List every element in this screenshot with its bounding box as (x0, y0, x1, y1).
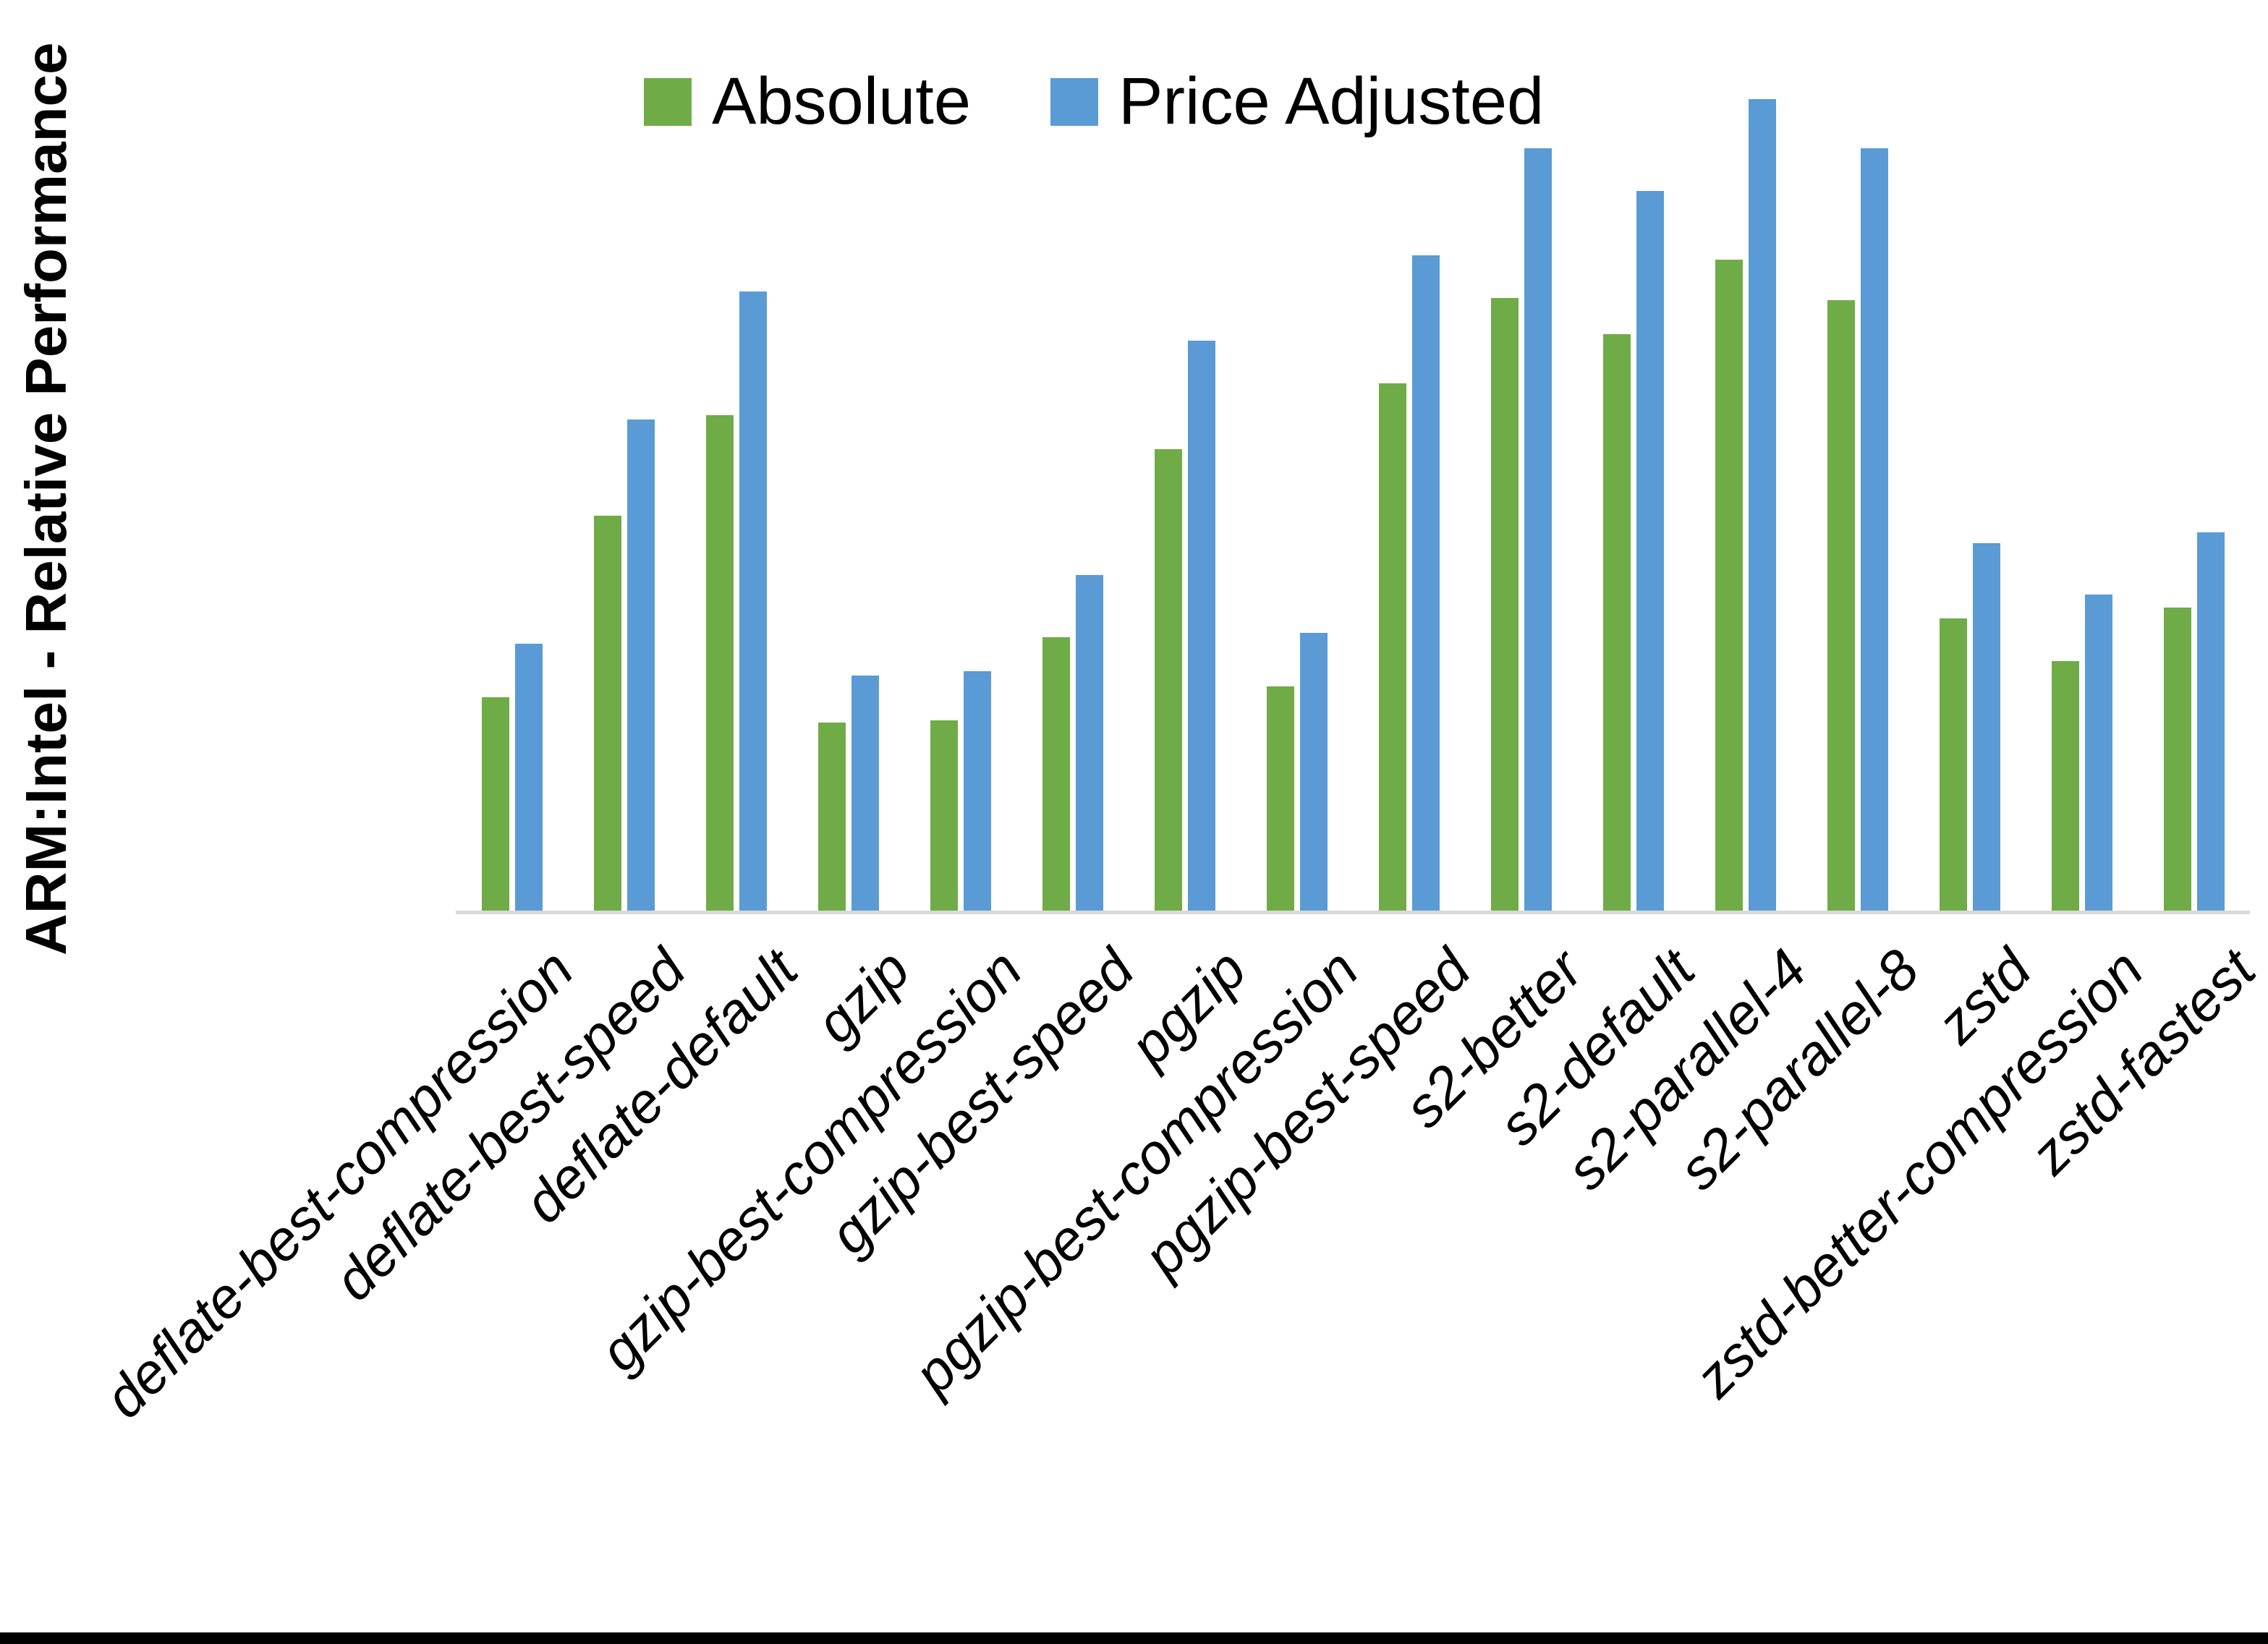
bar-price-adjusted (2084, 595, 2112, 911)
bar-price-adjusted (514, 643, 543, 911)
legend-label-absolute: Absolute (712, 64, 972, 138)
bar-absolute (1939, 618, 1967, 911)
bar-group (1689, 56, 1801, 911)
bar-group (1129, 56, 1241, 911)
bar-absolute (1715, 259, 1743, 911)
bar-absolute (481, 697, 509, 911)
bar-absolute (705, 415, 734, 911)
bar-absolute (1042, 637, 1070, 911)
bar-absolute (930, 720, 958, 911)
bar-price-adjusted (1299, 633, 1328, 911)
legend-swatch-price-adjusted (1050, 77, 1099, 126)
bar-price-adjusted (1411, 255, 1440, 911)
bar-absolute (1266, 686, 1294, 911)
bar-group (568, 56, 680, 911)
bar-absolute (2163, 607, 2191, 911)
bar-price-adjusted (1748, 99, 1776, 911)
bar-price-adjusted (1187, 340, 1215, 911)
x-axis-line (456, 911, 2250, 914)
bar-price-adjusted (2196, 532, 2225, 911)
plot-area (456, 56, 2250, 911)
bar-group (1577, 56, 1689, 911)
legend-swatch-absolute (644, 77, 692, 126)
bar-price-adjusted (963, 671, 991, 911)
bar-group (1353, 56, 1465, 911)
bar-group (904, 56, 1016, 911)
bar-absolute (593, 515, 621, 911)
y-axis-title: ARM:Intel - Relative Performance (14, 42, 78, 956)
bar-price-adjusted (627, 419, 655, 911)
bar-absolute (1490, 297, 1519, 911)
bar-group (792, 56, 904, 911)
legend: Absolute Price Adjusted (644, 64, 1544, 140)
bar-absolute (1378, 383, 1406, 911)
bar-group (1016, 56, 1129, 911)
bar-group (2026, 56, 2138, 911)
x-category-label: deflate-best-compression (91, 937, 585, 1431)
bar-absolute (1154, 449, 1182, 911)
legend-label-price-adjusted: Price Adjusted (1118, 64, 1545, 138)
bar-price-adjusted (1972, 543, 2000, 911)
bar-group (680, 56, 792, 911)
bar-group (1914, 56, 2026, 911)
bar-price-adjusted (1524, 148, 1552, 911)
bar-group (1241, 56, 1353, 911)
bar-absolute (817, 723, 846, 911)
bar-price-adjusted (1860, 148, 1888, 911)
legend-item-absolute: Absolute (644, 64, 971, 140)
legend-item-price-adjusted: Price Adjusted (1050, 64, 1544, 140)
bar-group (1465, 56, 1577, 911)
bar-absolute (2051, 660, 2079, 911)
bar-price-adjusted (851, 676, 879, 911)
bar-absolute (1827, 299, 1855, 911)
bar-group (1801, 56, 1914, 911)
bar-price-adjusted (739, 291, 767, 911)
bar-groups (456, 56, 2250, 911)
bar-absolute (1602, 333, 1631, 911)
bar-price-adjusted (1636, 191, 1664, 911)
bar-group (2138, 56, 2250, 911)
bar-group (456, 56, 568, 911)
bar-price-adjusted (1075, 575, 1103, 911)
